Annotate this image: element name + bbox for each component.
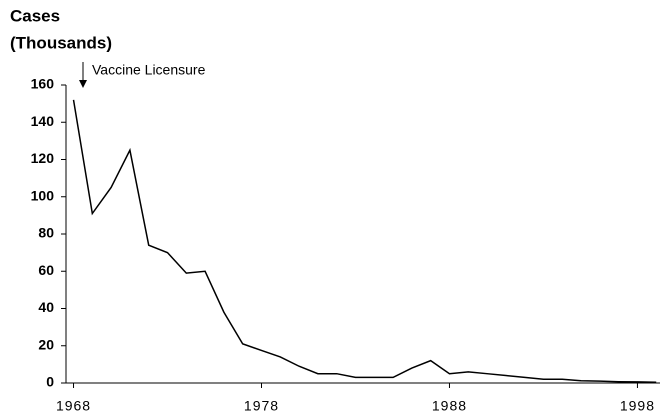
x-tick-label: 1988 (432, 398, 467, 414)
y-axis-label: (Thousands) (10, 33, 112, 52)
data-line (72, 99, 657, 383)
x-tick-label: 1968 (56, 398, 91, 414)
annotation-arrowhead (79, 80, 87, 88)
y-tick-label: 60 (38, 262, 54, 278)
y-tick-label: 100 (31, 187, 55, 203)
y-tick-label: 140 (31, 113, 55, 129)
y-tick-label: 120 (31, 150, 55, 166)
y-axis-label: Cases (10, 6, 60, 25)
x-tick-label: 1998 (620, 398, 655, 414)
y-tick-label: 20 (38, 336, 54, 352)
y-tick-label: 40 (38, 299, 54, 315)
annotation: Vaccine Licensure (92, 62, 206, 78)
y-tick-label: 80 (38, 225, 54, 241)
y-tick-label: 0 (46, 374, 54, 390)
y-tick-label: 160 (31, 76, 55, 92)
x-tick-label: 1978 (244, 398, 279, 414)
